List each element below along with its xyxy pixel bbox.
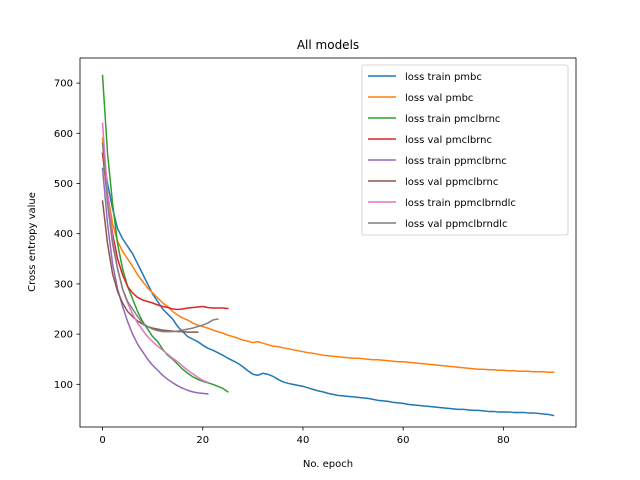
legend-frame — [361, 64, 569, 236]
x-tick-label: 0 — [99, 435, 105, 446]
x-tick-label: 40 — [297, 435, 310, 446]
y-tick-label: 100 — [54, 380, 73, 391]
x-tick-label: 60 — [397, 435, 410, 446]
legend-entry: loss val ppmclbrnc — [405, 177, 498, 188]
series-layer — [101, 74, 555, 417]
y-tick-label: 500 — [54, 179, 73, 190]
series-line-7 — [101, 142, 219, 333]
y-tick-label: 700 — [54, 79, 73, 90]
legend-entry: loss train ppmclbrndlc — [405, 198, 516, 209]
series-line-1 — [101, 137, 555, 374]
y-axis: 100 200 300 400 500 600 700 — [54, 79, 80, 391]
x-axis: 0 20 40 60 80 — [99, 427, 510, 446]
series-line-3 — [101, 152, 229, 311]
legend-entry: loss val pmbc — [405, 93, 473, 104]
y-tick-label: 200 — [54, 330, 73, 341]
y-tick-label: 600 — [54, 129, 73, 140]
legend-entry: loss train ppmclbrnc — [405, 156, 507, 167]
series-line-0 — [101, 152, 555, 417]
y-axis-label: Cross entropy value — [27, 192, 38, 292]
plot-frame — [79, 57, 577, 428]
legend-entry: loss train pmclbrnc — [405, 114, 500, 125]
y-tick-label: 300 — [54, 279, 73, 290]
legend-entry: loss val ppmclbrndlc — [405, 219, 507, 230]
chart-title: All models — [297, 38, 359, 52]
y-tick-label: 400 — [54, 229, 73, 240]
legend-entry: loss val pmclbrnc — [405, 135, 492, 146]
x-tick-label: 20 — [196, 435, 209, 446]
x-tick-label: 80 — [497, 435, 510, 446]
legend-entry: loss train pmbc — [405, 72, 482, 83]
plot-area — [79, 57, 577, 428]
legend: loss train pmbc loss val pmbc loss train p… — [361, 64, 569, 236]
x-axis-label: No. epoch — [303, 459, 353, 470]
